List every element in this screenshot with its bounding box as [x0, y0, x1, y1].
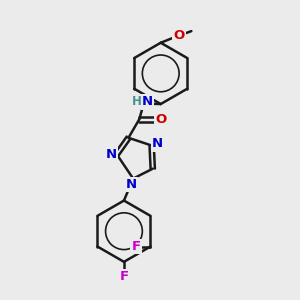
Text: N: N	[152, 137, 163, 151]
Text: F: F	[131, 240, 141, 253]
Text: N: N	[126, 178, 137, 190]
Text: O: O	[155, 113, 166, 126]
Text: H: H	[132, 95, 142, 109]
Text: F: F	[119, 270, 128, 283]
Text: N: N	[142, 95, 153, 109]
Text: N: N	[106, 148, 117, 161]
Text: O: O	[173, 29, 185, 42]
